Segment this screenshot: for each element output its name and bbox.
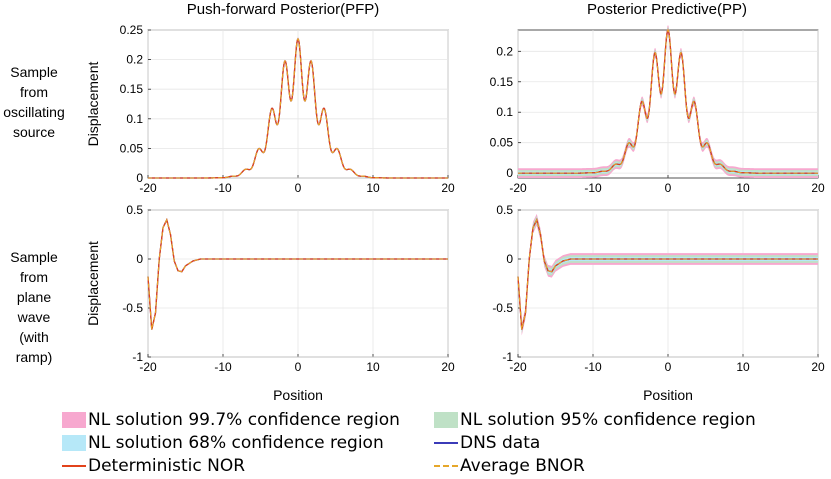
legend-label: NL solution 95% confidence region [460,410,756,430]
y-axis-label: Displacement [85,241,101,326]
legend-label: Average BNOR [460,456,585,476]
y-tick-label: 0.1 [496,105,513,119]
col-title-pp: Posterior Predictive(PP) [587,1,747,18]
legend-label: NL solution 68% confidence region [88,433,384,453]
plot-pp-plane-wave: -20 -10 0 10 20 -1 -0.5 0 0.5 Position [492,203,825,403]
row-label-top: Sample from oscillating source [3,64,64,140]
x-tick-label: -20 [139,360,157,374]
x-axis-label: Position [643,387,693,403]
x-tick-label: 20 [441,360,455,374]
legend-swatch [434,412,458,428]
series-line-average-bnor [147,218,448,330]
row-label-line: source [13,124,55,140]
y-tick-label: -1 [132,350,143,364]
row-label-line: wave [17,309,51,325]
row-label-line: from [20,84,48,100]
row-label-bottom: Sample from plane wave (with ramp) [10,249,58,365]
y-tick-label: -0.5 [492,301,513,315]
x-tick-label: -10 [584,360,602,374]
legend-swatch [62,435,86,451]
legend-item-ci-997: NL solution 99.7% confidence region [62,409,400,431]
y-tick-label: -0.5 [122,301,143,315]
legend-line [62,465,86,467]
y-tick-label: 0 [506,166,513,180]
legend-item-dns: DNS data [434,432,540,454]
plot-pfp-oscillating: -20 -10 0 10 20 0 0.05 0.1 0.15 0.2 0.25 Displaceme… [85,23,455,195]
x-tick-label: 0 [295,360,302,374]
x-tick-label: 20 [811,360,825,374]
x-tick-label: -20 [139,181,157,195]
legend-label: DNS data [460,433,541,453]
x-tick-label: 20 [441,181,455,195]
legend-line [434,465,458,467]
legend-item-ci-95: NL solution 95% confidence region [434,409,756,431]
row-label-line: Sample [10,249,58,265]
row-label-line: oscillating [3,104,64,120]
plot-pp-oscillating: -20 -10 0 10 20 0 0.05 0.1 0.15 0.2 [490,25,825,195]
x-tick-label: 20 [811,181,825,195]
legend-item-bnor: Average BNOR [434,455,585,477]
x-tick-label: 10 [366,360,380,374]
x-tick-label: -20 [509,181,527,195]
y-tick-label: 0 [136,171,143,185]
row-label-line: from [20,269,48,285]
x-tick-label: -10 [214,360,232,374]
y-tick-label: 0.25 [120,23,144,37]
y-tick-label: 0.1 [126,112,143,126]
x-tick-label: -10 [584,181,602,195]
row-label-line: ramp) [16,349,53,365]
y-axis-label: Displacement [85,61,101,146]
x-tick-label: 10 [736,181,750,195]
x-tick-label: 0 [295,181,302,195]
x-axis-label: Position [273,387,323,403]
x-tick-label: 0 [665,360,672,374]
legend-item-ci-68: NL solution 68% confidence region [62,432,384,454]
x-tick-label: -10 [214,181,232,195]
legend-label: Deterministic NOR [88,456,246,476]
legend-swatch [62,412,86,428]
row-label-line: (with [19,329,49,345]
y-tick-label: 0.05 [120,141,144,155]
y-tick-label: 0.15 [120,82,144,96]
y-tick-label: 0 [136,252,143,266]
y-tick-label: 0.5 [496,203,513,217]
legend: NL solution 99.7% confidence region NL s… [62,409,782,479]
y-tick-label: 0.5 [126,203,143,217]
plot-pfp-plane-wave: -20 -10 0 10 20 -1 -0.5 0 0.5 Displacement Positio… [85,203,455,403]
legend-label: NL solution 99.7% confidence region [88,410,400,430]
series-line-average-bnor [518,28,818,174]
y-tick-label: 0 [506,252,513,266]
row-label-line: plane [17,289,51,305]
legend-line [434,442,458,444]
x-tick-label: 0 [665,181,672,195]
y-tick-label: 0.2 [126,53,143,67]
series-line-average-bnor [148,37,448,179]
x-tick-label: -20 [509,360,527,374]
y-tick-label: 0.05 [490,136,514,150]
y-tick-label: -1 [502,350,513,364]
y-tick-label: 0.15 [490,75,514,89]
x-tick-label: 10 [736,360,750,374]
series-line-average-bnor [517,218,818,330]
row-label-line: Sample [10,64,58,80]
col-title-pfp: Push-forward Posterior(PFP) [187,1,380,18]
y-tick-label: 0.2 [496,44,513,58]
legend-item-nor: Deterministic NOR [62,455,245,477]
x-tick-label: 10 [366,181,380,195]
